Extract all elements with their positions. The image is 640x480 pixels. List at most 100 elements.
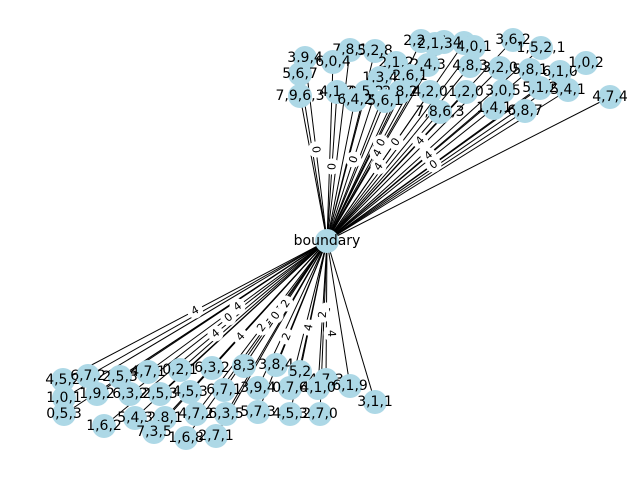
upper-edge <box>326 90 504 242</box>
upper-node[interactable]: 6,8,7 <box>507 99 543 123</box>
upper-node[interactable]: 6,4,2 <box>337 88 373 112</box>
upper-node[interactable]: 4,8,3 <box>452 54 488 78</box>
upper-node[interactable]: 6,0,4 <box>315 50 351 74</box>
upper-node[interactable]: 3,2,0 <box>482 56 518 80</box>
lower-node-label: 3,1,1 <box>357 394 393 410</box>
upper-edge-label: 4 <box>370 158 387 175</box>
lower-node-circle <box>184 402 208 426</box>
upper-node[interactable]: 1,5,2,1 <box>517 36 566 60</box>
lower-node-label: 4,7,2 <box>178 406 214 422</box>
upper-node[interactable]: 3,9,4 <box>287 46 323 70</box>
lower-node[interactable]: 2,7,1 <box>198 424 234 448</box>
upper-edge-label-text: 0 <box>346 154 361 165</box>
upper-node[interactable]: 5,4,1 <box>550 78 586 102</box>
lower-node[interactable]: 1,9,2 <box>79 382 115 406</box>
lower-node-label: 6,3,2 <box>112 386 148 402</box>
lower-node[interactable]: 6,1,9 <box>332 374 368 398</box>
lower-node[interactable]: 1,6,2 <box>86 414 122 438</box>
lower-node[interactable]: 2,5,3 <box>142 382 178 406</box>
lower-edge-label: 4 <box>232 328 249 345</box>
lower-node[interactable]: 2,7,0 <box>302 402 338 426</box>
lower-node[interactable]: 4,7,2 <box>178 402 214 426</box>
upper-edge-label: 0 <box>308 141 324 158</box>
lower-node[interactable]: 4,5,3 <box>172 380 208 404</box>
upper-node[interactable]: 5,8,1 <box>512 58 548 82</box>
lower-node[interactable]: 5,7,3 <box>240 400 276 424</box>
upper-node[interactable]: 3,0,5 <box>485 79 521 103</box>
upper-node[interactable]: 2,1,3 <box>417 32 453 56</box>
lower-node[interactable]: 6,7,1 <box>206 378 242 402</box>
upper-node-circle <box>428 100 452 124</box>
lower-edge <box>326 240 376 403</box>
upper-node-label: 5,2,8 <box>357 43 393 59</box>
lower-node[interactable]: 7,3,5 <box>136 420 172 444</box>
lower-node-circle <box>246 376 270 400</box>
lower-node-label: 4,5,3 <box>272 406 308 422</box>
lower-node[interactable]: 4,1,0 <box>300 376 336 400</box>
upper-node[interactable]: 4,7,4 <box>592 85 628 109</box>
upper-edge-label-bg <box>425 156 442 173</box>
upper-node[interactable]: 4,2,0 <box>412 80 448 104</box>
lower-node[interactable]: 6,3,5 <box>208 402 244 426</box>
upper-node-circle <box>423 32 447 56</box>
lower-node-label: 3,8,4 <box>258 357 294 373</box>
lower-node-label: 1,6,2 <box>86 418 122 434</box>
lower-node[interactable]: 6,3,2 <box>112 382 148 406</box>
lower-node[interactable]: 8,3 <box>232 354 256 378</box>
upper-node[interactable]: 3,6,2 <box>495 28 531 52</box>
lower-node[interactable]: 0,2,1 <box>162 358 198 382</box>
lower-edge-label: 4 <box>187 302 203 319</box>
lower-node[interactable]: 5,4,3 <box>117 406 153 430</box>
upper-node[interactable]: 1,0,2 <box>568 51 604 75</box>
boundary-node[interactable]: boundary <box>294 229 361 253</box>
lower-node[interactable]: 3,1,1 <box>357 390 393 414</box>
upper-node-circle <box>288 62 312 86</box>
lower-node-circle <box>214 402 238 426</box>
lower-edge-label-bg <box>314 306 331 323</box>
lower-node-circle <box>278 376 302 400</box>
lower-node-label: 1,0,1 <box>46 390 82 406</box>
upper-node[interactable]: 6,1,0 <box>542 60 578 84</box>
upper-edge <box>326 91 367 242</box>
lower-node-circle <box>148 382 172 406</box>
upper-edge-label-text: 0 <box>325 163 338 171</box>
upper-edge <box>299 95 328 242</box>
upper-node[interactable]: 1,2,0 <box>448 80 484 104</box>
upper-node[interactable]: 5,6,7 <box>282 62 318 86</box>
lower-node-label: 4,1,0 <box>300 380 336 396</box>
lower-node[interactable]: 1,6,8 <box>168 426 204 450</box>
lower-node[interactable]: 4,7,1 <box>130 360 166 384</box>
upper-edge-label-bg <box>387 134 404 150</box>
upper-edge-label: 0 <box>425 156 442 173</box>
lower-edge-label-bg <box>187 302 203 319</box>
lower-node[interactable]: 4,5,2 <box>45 368 81 392</box>
lower-node-label: 0,5,3 <box>46 406 82 422</box>
lower-node[interactable]: 3,9,4 <box>240 376 276 400</box>
upper-node[interactable]: 5,6,1 <box>367 89 403 113</box>
upper-edge-label-bg <box>308 141 324 158</box>
upper-node[interactable]: 7,9,6,3 <box>276 84 325 108</box>
lower-node[interactable]: 4,5,3 <box>272 402 308 426</box>
upper-edge-label: 4 <box>369 145 386 161</box>
upper-node[interactable]: 1,4,1 <box>476 96 512 120</box>
lower-node[interactable]: 6,7,2 <box>70 364 106 388</box>
upper-node[interactable]: 5,2,8 <box>357 39 393 63</box>
lower-node[interactable]: 3,8,4 <box>258 353 294 377</box>
upper-node-circle <box>416 53 440 77</box>
lower-edge-label-bg <box>323 325 340 342</box>
upper-node-label: 6,0,4 <box>315 54 351 70</box>
upper-node[interactable]: 7,8,1 <box>332 38 368 62</box>
upper-node-circle <box>373 89 397 113</box>
upper-edge-label: 0 <box>387 134 404 150</box>
lower-node[interactable]: 0,5,3 <box>46 402 82 426</box>
upper-node[interactable]: 5,1,2 <box>522 76 558 100</box>
upper-edge-label-bg <box>412 132 428 149</box>
upper-node[interactable]: 7,8,6,3 <box>416 100 465 124</box>
lower-node[interactable]: 6,3,2 <box>194 356 230 380</box>
upper-node[interactable]: 4,0,1 <box>456 35 492 59</box>
lower-node-circle <box>308 402 332 426</box>
lower-node[interactable]: 2,5,3 <box>102 365 138 389</box>
upper-node-circle <box>482 96 506 120</box>
lower-node[interactable]: 0,7,6 <box>272 376 308 400</box>
lower-node-circle <box>232 354 256 378</box>
